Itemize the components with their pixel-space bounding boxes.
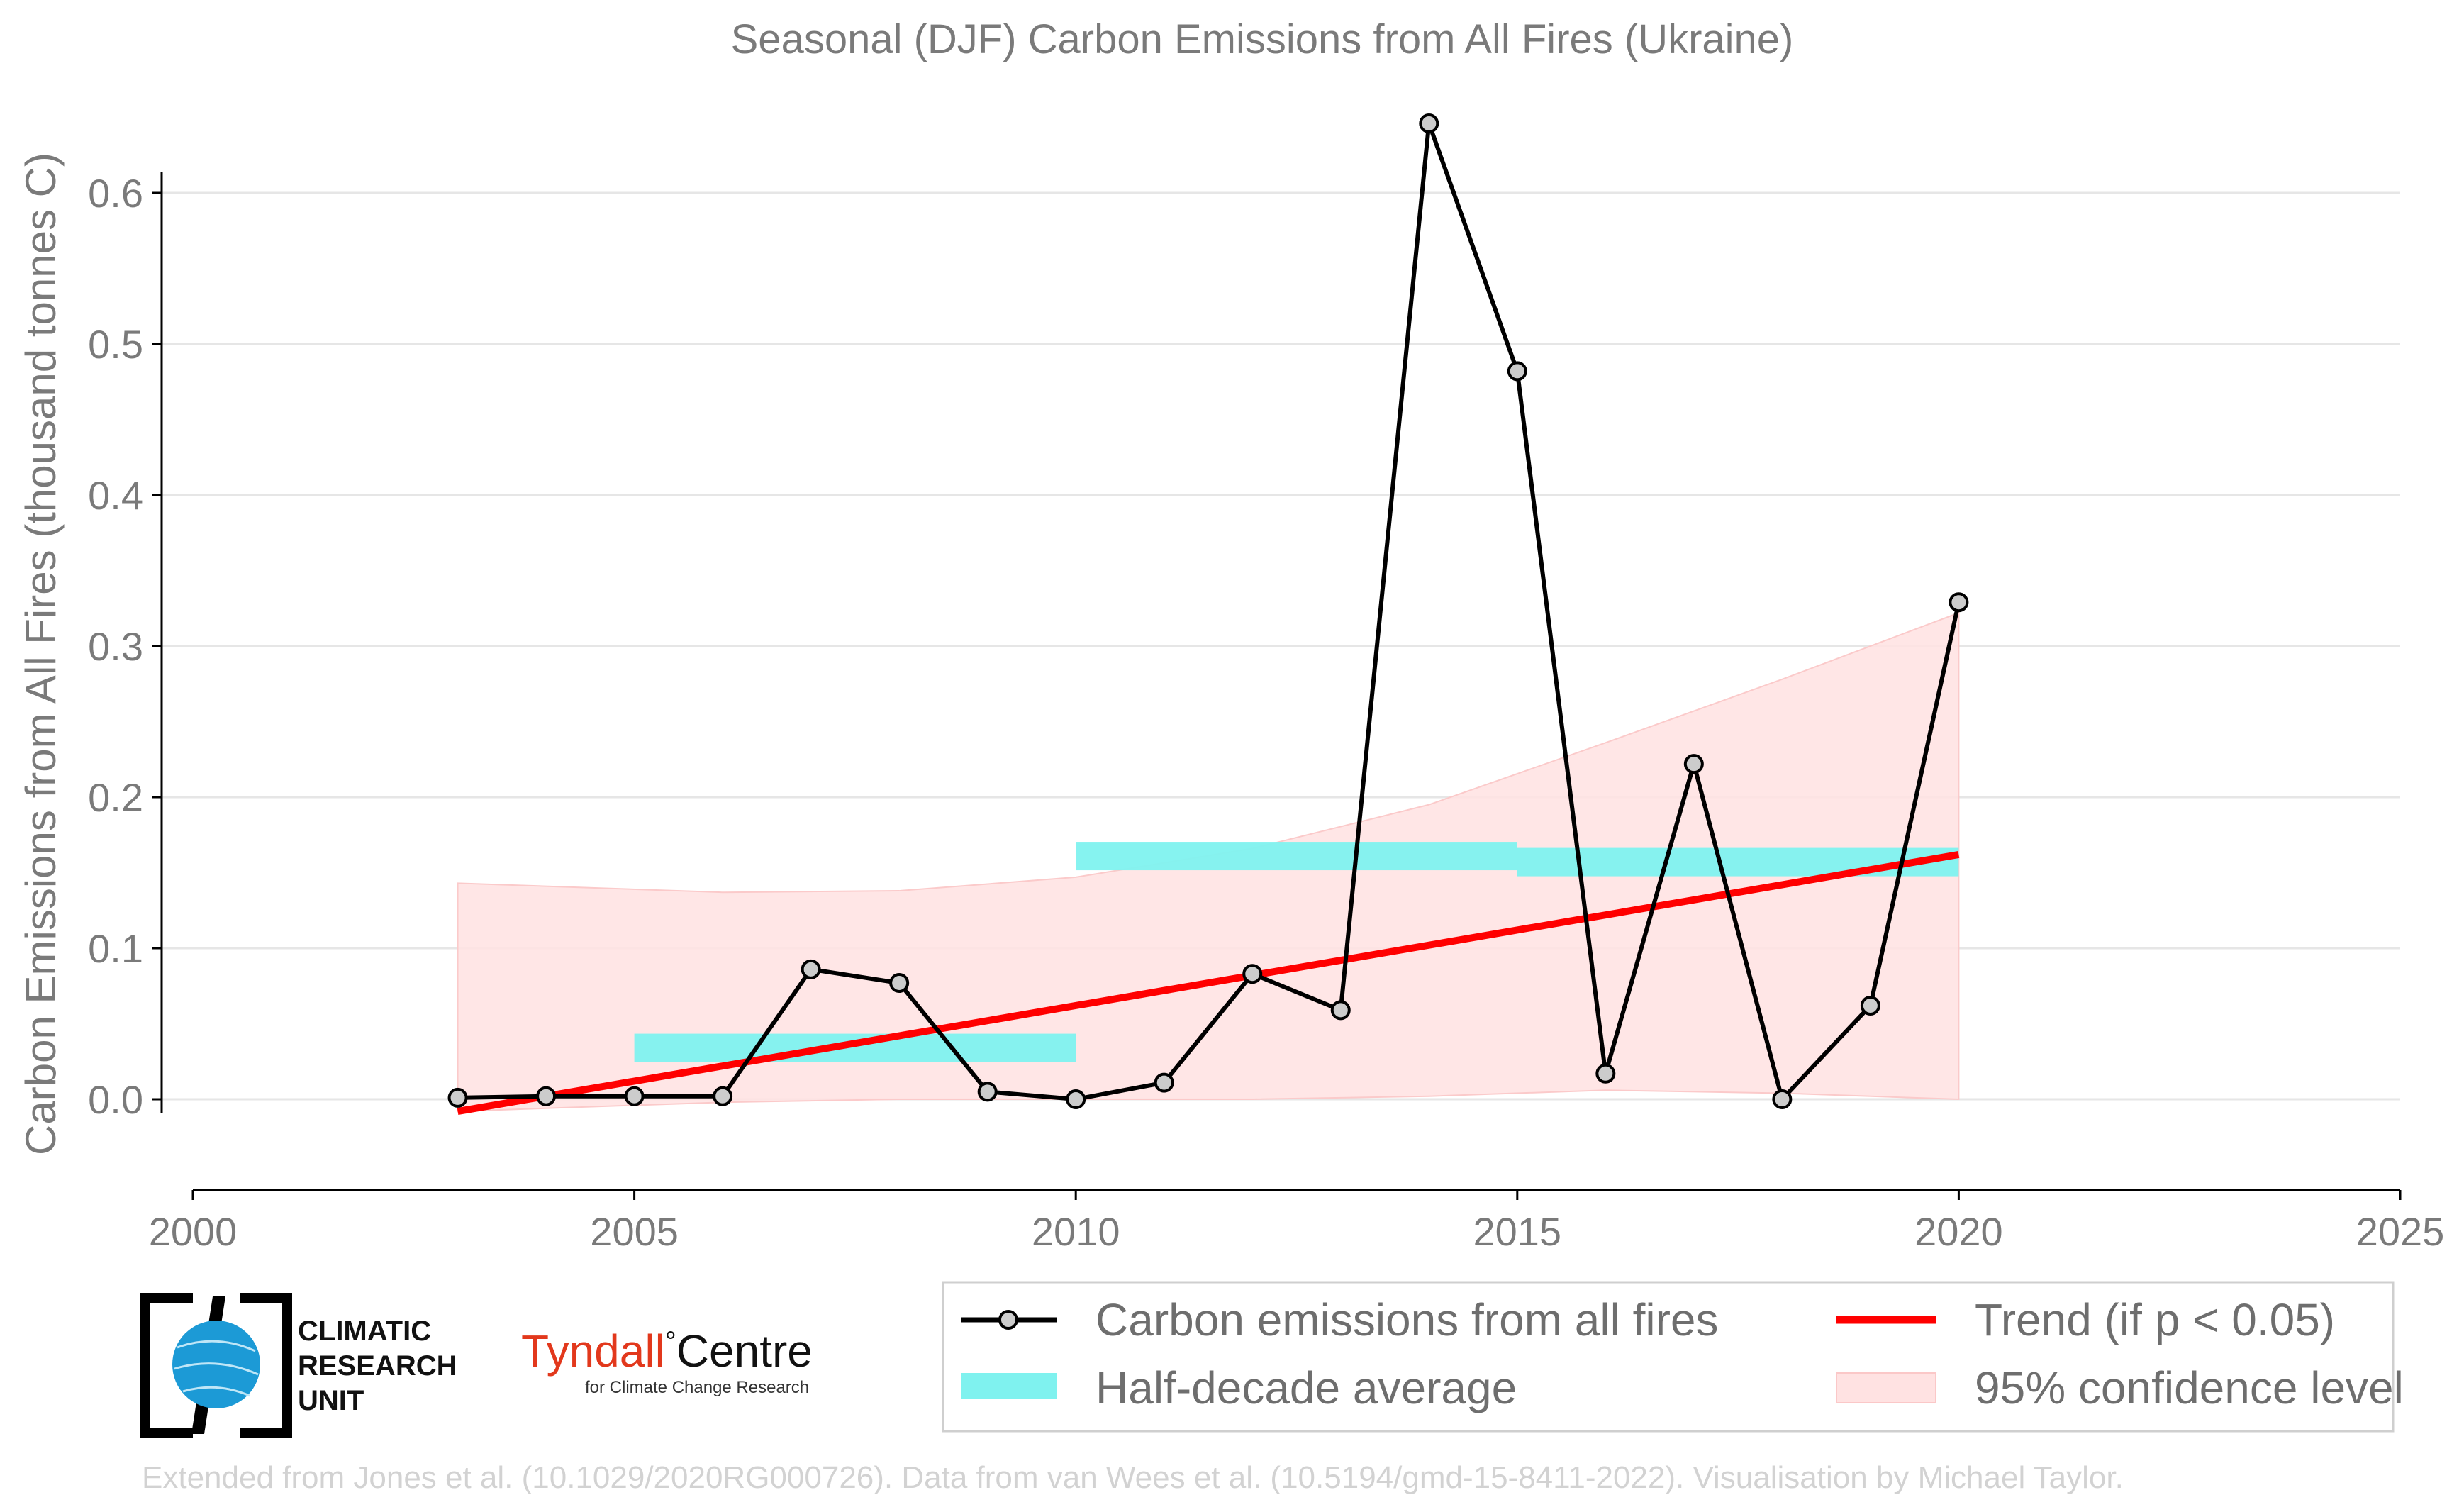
globe-lines-icon bbox=[174, 1340, 259, 1397]
emissions-point bbox=[713, 1086, 733, 1106]
half-decade-bar bbox=[1076, 842, 1517, 871]
tyndall-logo-name: Tyndall°Centre bbox=[521, 1325, 813, 1377]
cru-logo-line3: UNIT bbox=[298, 1385, 364, 1416]
half-decade-bar bbox=[1517, 847, 1959, 877]
x-tick-label: 2010 bbox=[1032, 1209, 1120, 1254]
x-tick-label: 2020 bbox=[1914, 1209, 2003, 1254]
emissions-point bbox=[801, 959, 821, 979]
y-tick-label: 0.3 bbox=[88, 624, 143, 669]
tyndall-logo-word: Tyndall bbox=[521, 1325, 665, 1377]
legend: Carbon emissions from all fires Trend (i… bbox=[942, 1281, 2404, 1433]
x-tick-label: 2015 bbox=[1473, 1209, 1562, 1254]
trend-layer bbox=[457, 851, 1960, 1115]
emissions-point bbox=[536, 1086, 557, 1106]
legend-frame bbox=[942, 1281, 2395, 1433]
y-tick-label: 0.6 bbox=[88, 171, 143, 216]
emissions-point bbox=[1330, 1000, 1351, 1021]
emissions-point bbox=[1419, 113, 1439, 134]
y-tick-label: 0.5 bbox=[88, 322, 143, 367]
legend-item-half-decade: Half-decade average bbox=[961, 1362, 1517, 1413]
emissions-point bbox=[1860, 995, 1880, 1016]
tyndall-logo: Tyndall°Centre for Climate Change Resear… bbox=[521, 1325, 813, 1397]
credit-text: Extended from Jones et al. (10.1029/2020… bbox=[142, 1460, 2124, 1495]
half-decade-bar bbox=[634, 1033, 1076, 1062]
y-axis-label: Carbon Emissions from All Fires (thousan… bbox=[17, 152, 65, 1155]
emissions-line bbox=[457, 123, 1961, 1104]
y-tick-label: 0.1 bbox=[88, 926, 143, 971]
x-tick-label: 2000 bbox=[149, 1209, 238, 1254]
cru-bracket-right bbox=[240, 1293, 292, 1438]
emissions-point bbox=[889, 972, 910, 993]
y-tick-label: 0.4 bbox=[88, 473, 143, 518]
emissions-point bbox=[1595, 1063, 1616, 1084]
legend-item-trend: Trend (if p < 0.05) bbox=[1836, 1294, 2335, 1345]
emissions-point bbox=[977, 1082, 998, 1102]
legend-emissions-label: Carbon emissions from all fires bbox=[1096, 1294, 1719, 1345]
emissions-point bbox=[624, 1086, 645, 1106]
legend-confidence-label: 95% confidence level bbox=[1975, 1362, 2404, 1413]
emissions-point bbox=[1242, 964, 1263, 984]
cru-logo: CLIMATIC RESEARCH UNIT bbox=[140, 1293, 457, 1438]
trend-line bbox=[457, 851, 1960, 1115]
tyndall-logo-degree: ° bbox=[665, 1326, 676, 1357]
half-decade-layer bbox=[634, 842, 1959, 1062]
tyndall-logo-subtitle: for Climate Change Research bbox=[585, 1378, 809, 1397]
axes: 0.0 0.1 0.2 0.3 0.4 0.5 0.6 2000 2005 2010 2015 202… bbox=[88, 171, 2444, 1254]
y-tick-label: 0.2 bbox=[88, 775, 143, 820]
series-layer bbox=[447, 113, 1969, 1109]
emissions-point bbox=[1154, 1072, 1174, 1093]
legend-item-confidence: 95% confidence level bbox=[1836, 1362, 2404, 1413]
legend-emissions-marker bbox=[998, 1310, 1018, 1330]
y-tick-label: 0.0 bbox=[88, 1077, 143, 1122]
chart-title: Seasonal (DJF) Carbon Emissions from All… bbox=[731, 16, 1794, 62]
legend-trend-label: Trend (if p < 0.05) bbox=[1975, 1294, 2335, 1345]
emissions-point bbox=[1507, 361, 1527, 382]
emissions-point bbox=[1683, 754, 1704, 774]
tyndall-logo-centre: Centre bbox=[676, 1325, 813, 1377]
emissions-point bbox=[1772, 1089, 1793, 1109]
x-tick-label: 2005 bbox=[590, 1209, 679, 1254]
legend-half-decade-patch bbox=[961, 1373, 1057, 1399]
emissions-point bbox=[1949, 592, 1969, 613]
legend-confidence-patch bbox=[1836, 1372, 1936, 1403]
legend-item-emissions: Carbon emissions from all fires bbox=[961, 1294, 1719, 1345]
emissions-point bbox=[1066, 1089, 1086, 1109]
x-tick-label: 2025 bbox=[2356, 1209, 2445, 1254]
cru-logo-line1: CLIMATIC bbox=[298, 1316, 431, 1347]
cru-logo-line2: RESEARCH bbox=[298, 1350, 457, 1382]
cru-bracket-left bbox=[140, 1293, 193, 1438]
emissions-point bbox=[447, 1087, 468, 1108]
legend-half-decade-label: Half-decade average bbox=[1096, 1362, 1517, 1413]
